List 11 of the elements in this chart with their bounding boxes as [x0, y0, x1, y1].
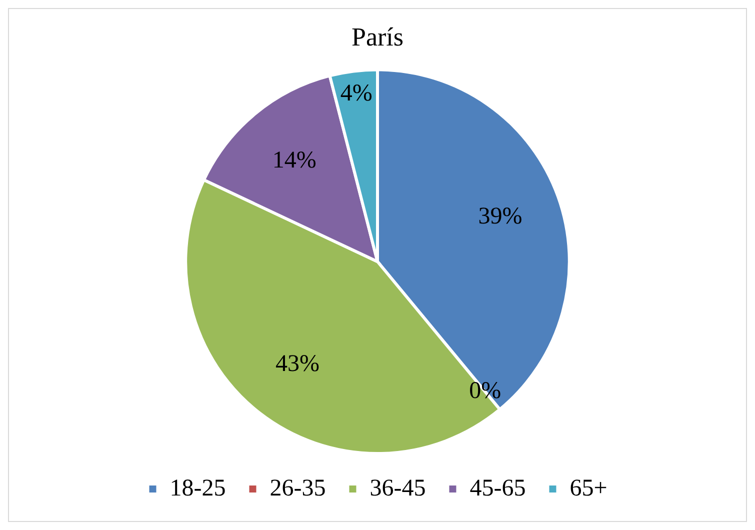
- chart-title: París: [352, 22, 404, 52]
- data-label: 43%: [276, 351, 320, 378]
- data-label: 14%: [272, 147, 316, 174]
- data-label: 39%: [478, 204, 522, 230]
- legend-label: 18-25: [170, 475, 226, 502]
- legend-label: 65+: [570, 475, 608, 502]
- data-label: 4%: [340, 80, 372, 106]
- legend-label: 36-45: [370, 475, 426, 502]
- text: 0%: [469, 378, 502, 404]
- legend-label: 26-35: [270, 475, 326, 502]
- legend-label: 45-65: [470, 475, 526, 502]
